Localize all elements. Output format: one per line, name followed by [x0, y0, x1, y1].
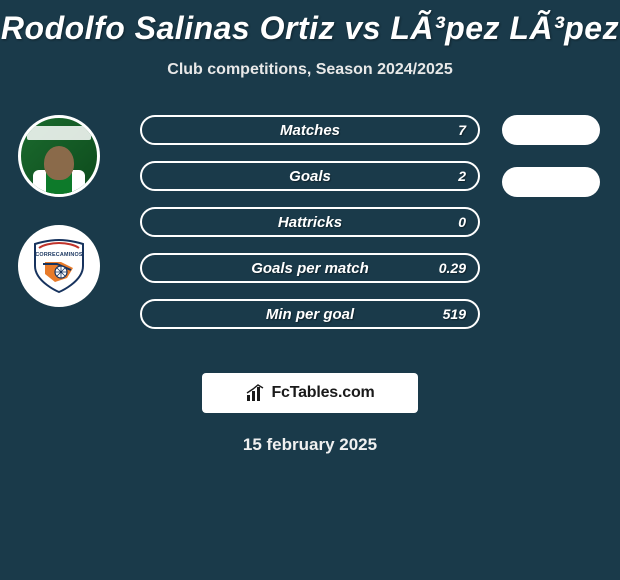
stat-row: Min per goal 519	[140, 299, 480, 329]
stat-label: Matches	[280, 122, 340, 139]
club-logo: CORRECAMINOS	[18, 225, 100, 307]
stat-value-left: 2	[458, 168, 466, 184]
bar-chart-icon	[245, 383, 265, 403]
stat-label: Goals	[289, 168, 331, 185]
jersey-graphic	[33, 170, 85, 194]
stat-label: Min per goal	[266, 306, 354, 323]
stat-value-left: 0	[458, 214, 466, 230]
player-avatar	[18, 115, 100, 197]
stat-row: Hattricks 0	[140, 207, 480, 237]
stat-row: Goals per match 0.29	[140, 253, 480, 283]
stat-value-left: 7	[458, 122, 466, 138]
stat-value-left: 519	[443, 306, 466, 322]
stat-row: Matches 7	[140, 115, 480, 145]
stat-label: Hattricks	[278, 214, 342, 231]
stat-value-right-pill	[502, 167, 600, 197]
competition-subtitle: Club competitions, Season 2024/2025	[0, 61, 620, 79]
svg-text:CORRECAMINOS: CORRECAMINOS	[35, 252, 83, 258]
stat-value-left: 0.29	[439, 260, 466, 276]
brand-text: FcTables.com	[271, 384, 374, 402]
brand-badge[interactable]: FcTables.com	[202, 373, 418, 413]
page-title: Rodolfo Salinas Ortiz vs LÃ³pez LÃ³pez	[0, 0, 620, 47]
shield-icon: CORRECAMINOS	[31, 238, 87, 294]
comparison-panel: CORRECAMINOS Matches 7 Goals 2 Hattricks…	[0, 115, 620, 355]
avatar-column: CORRECAMINOS	[18, 115, 118, 335]
footer-date: 15 february 2025	[0, 435, 620, 455]
stat-row: Goals 2	[140, 161, 480, 191]
stat-value-right-pill	[502, 115, 600, 145]
stat-label: Goals per match	[251, 260, 369, 277]
stats-list: Matches 7 Goals 2 Hattricks 0 Goals per …	[140, 115, 480, 345]
